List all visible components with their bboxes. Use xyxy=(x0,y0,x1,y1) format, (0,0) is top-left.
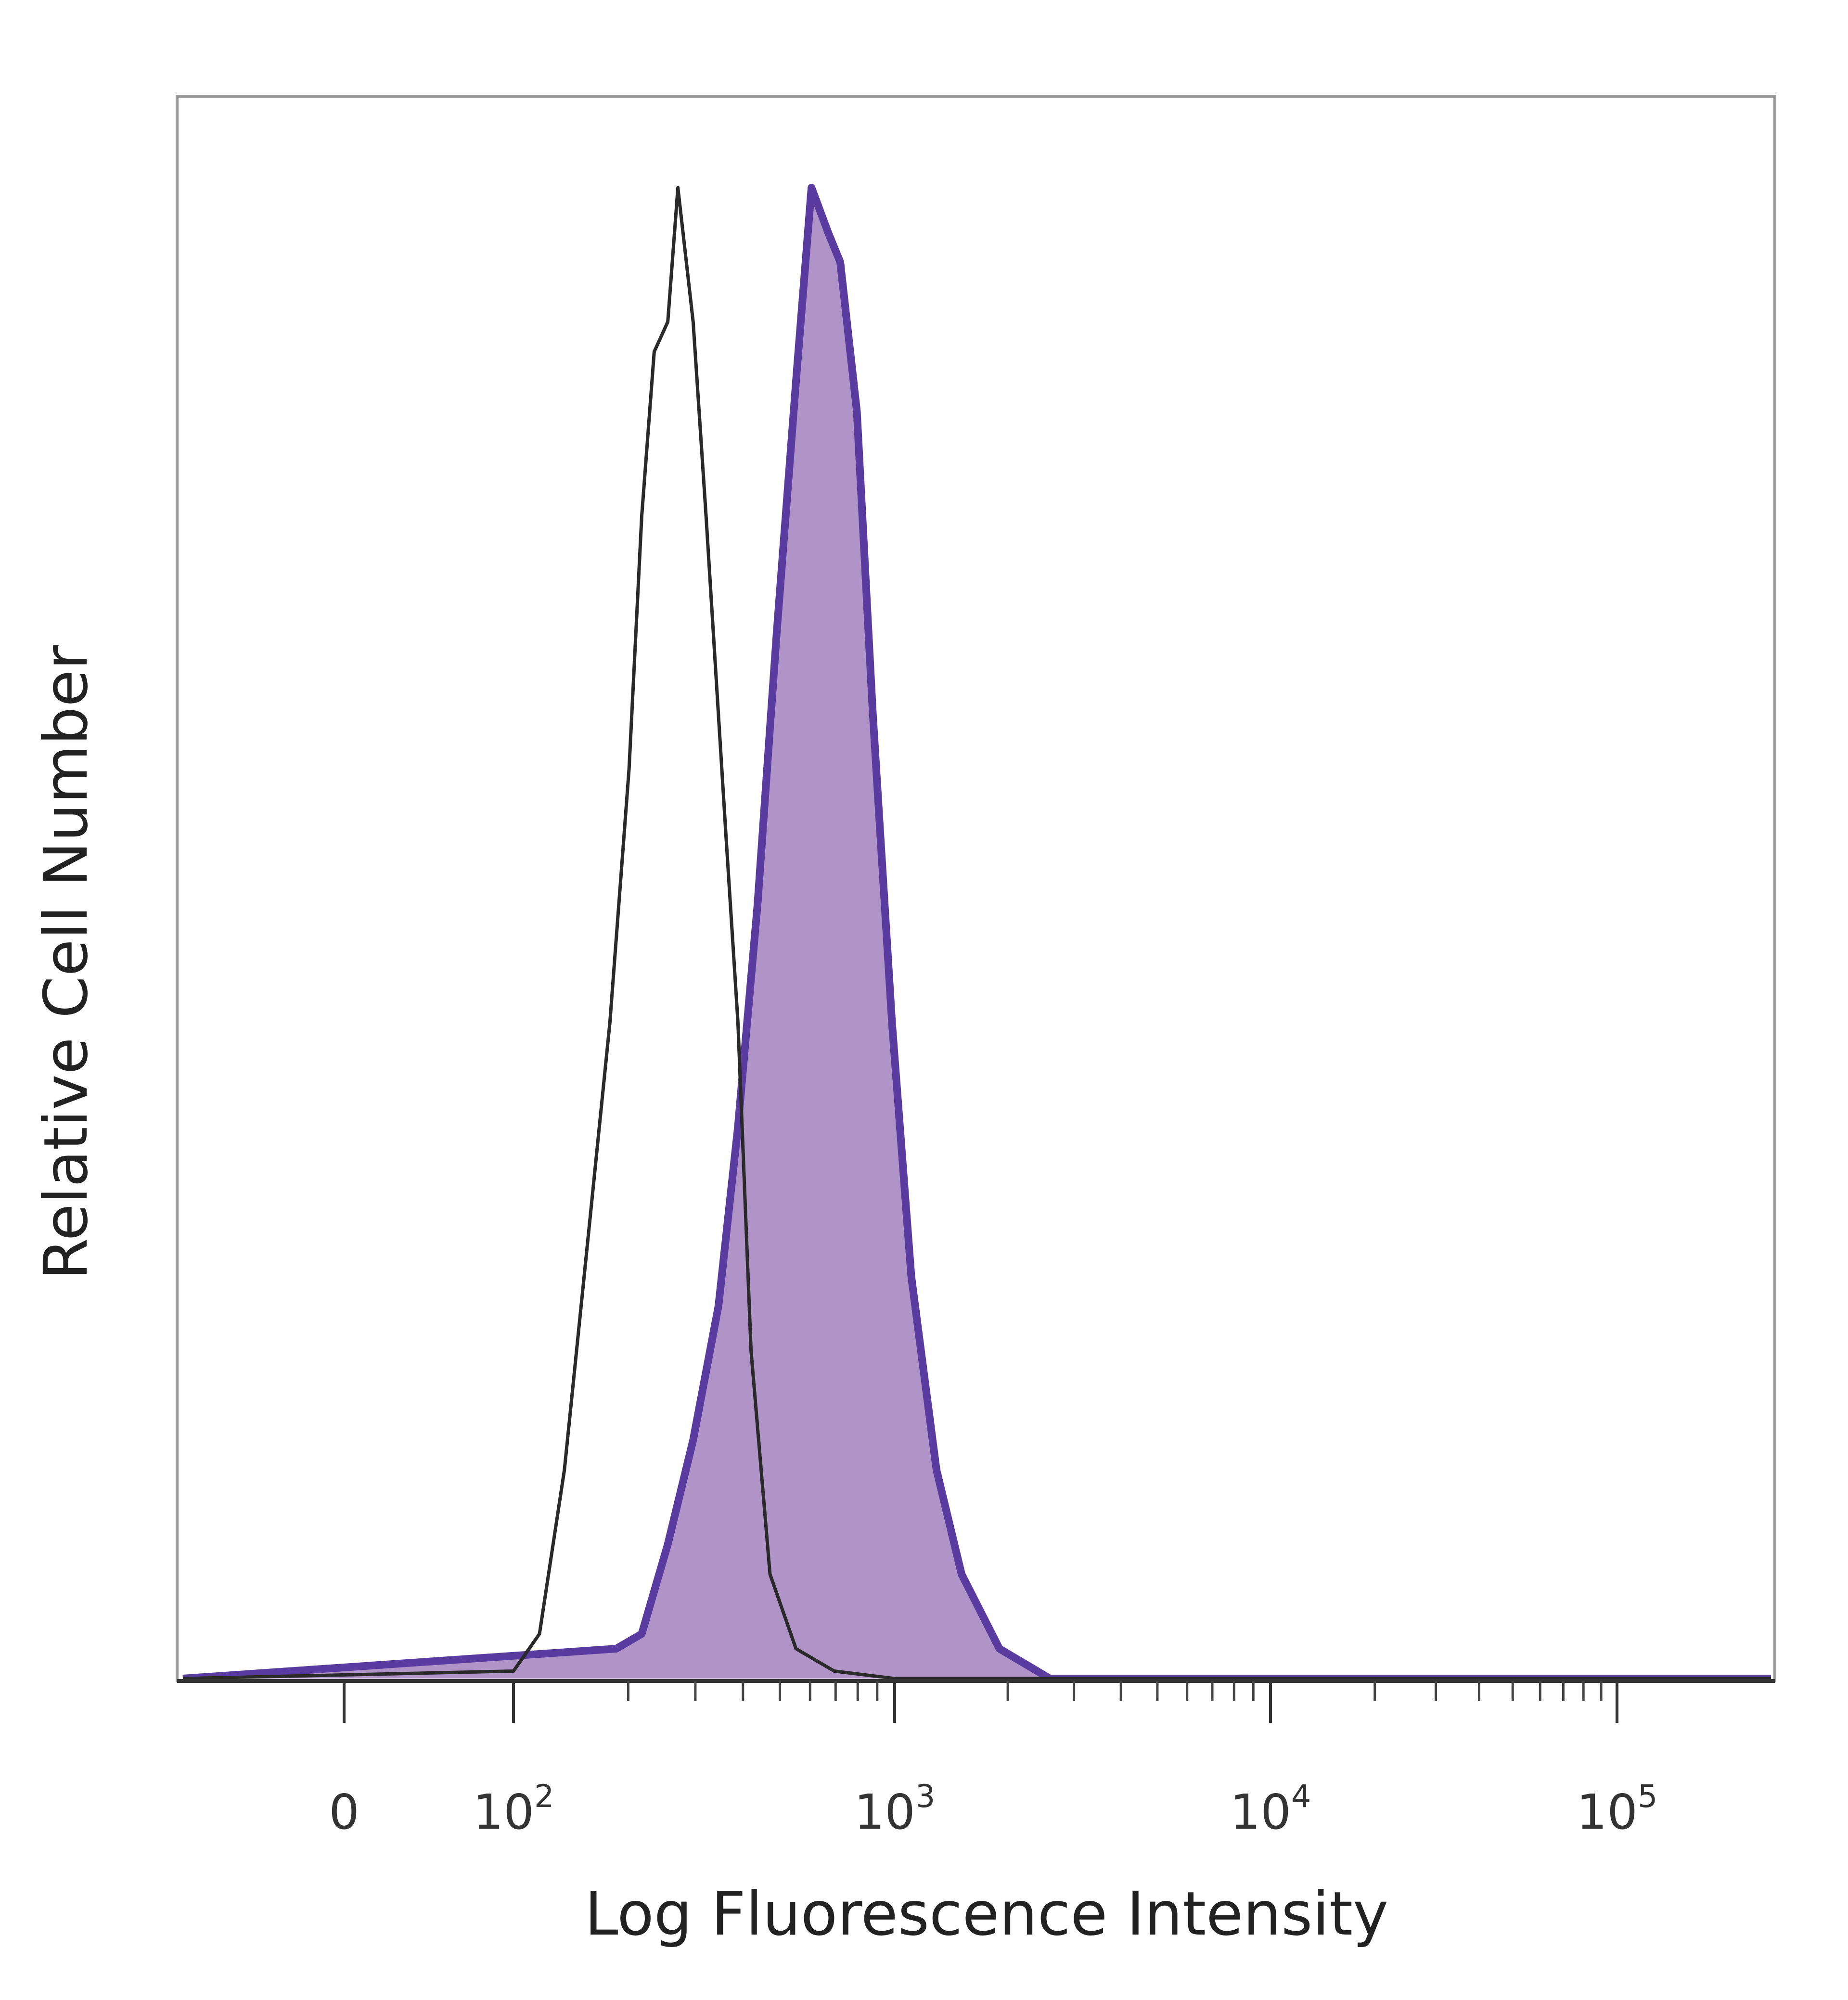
series-layer xyxy=(182,184,1771,1682)
series-1-line xyxy=(182,184,1771,1682)
plot-frame xyxy=(176,95,1776,1682)
x-tick-label: 104 xyxy=(1230,1779,1311,1840)
x-tick-label: 103 xyxy=(854,1779,936,1840)
x-tick-label: 102 xyxy=(473,1779,554,1840)
y-axis-label: Relative Cell Number xyxy=(31,645,101,1280)
series-0-line xyxy=(182,186,1771,1680)
x-axis-label: Log Fluorescence Intensity xyxy=(585,1879,1388,1949)
x-tick-label: 0 xyxy=(329,1784,359,1840)
x-ticks: 0 102 103 104 105 xyxy=(329,1681,1657,1840)
x-tick-label: 105 xyxy=(1577,1779,1658,1840)
